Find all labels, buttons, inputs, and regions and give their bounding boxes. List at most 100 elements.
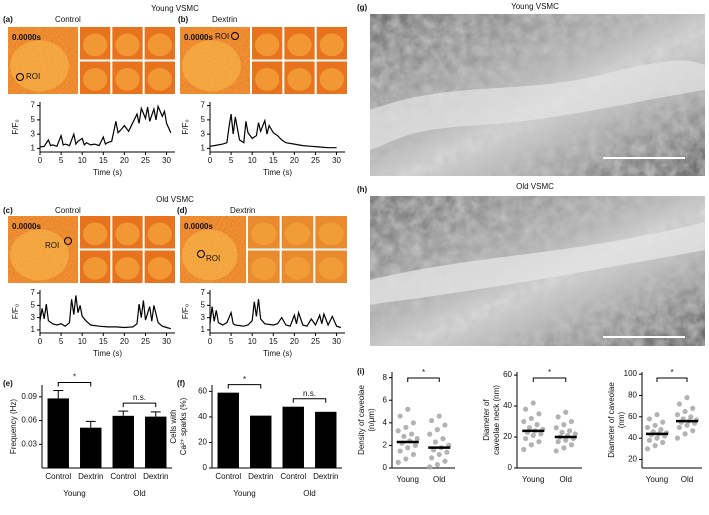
category-label: Young [646, 475, 668, 484]
category-label: Control [45, 472, 71, 481]
y-tick-label: 3 [201, 129, 206, 138]
data-point [555, 439, 561, 445]
frame-cell [147, 33, 172, 57]
y-axis-label: Cells with [169, 409, 178, 443]
frame-cell [319, 68, 344, 91]
category-label: Young [522, 475, 544, 484]
significance-bracket [122, 402, 157, 408]
category-label: Old [433, 475, 445, 484]
significance-bracket [227, 384, 262, 389]
x-tick-label: 15 [269, 337, 278, 346]
y-tick-label: 7 [31, 101, 36, 110]
y-tick-label: 0.06 [21, 416, 37, 425]
y-axis-label: F/F₀ [181, 304, 190, 319]
y-tick-label: 20 [628, 455, 637, 464]
group-label: Old [133, 489, 145, 498]
data-point [538, 431, 544, 437]
significance-label: n.s. [133, 393, 146, 402]
bar [145, 416, 167, 468]
category-label: Old [560, 475, 572, 484]
x-tick-label: 10 [78, 337, 87, 346]
data-point [654, 412, 660, 418]
y-tick-label: 60 [503, 370, 512, 379]
cell-noise [8, 216, 78, 283]
category-label: Young [397, 475, 419, 484]
y-tick-label: 60 [198, 386, 207, 395]
significance-label: * [422, 368, 425, 377]
x-tick-label: 15 [99, 156, 108, 165]
data-point [523, 435, 529, 442]
panel-label: (h) [357, 185, 368, 194]
data-point [572, 431, 578, 437]
y-axis-label: Frequency (Hz) [9, 399, 18, 454]
significance-bracket [57, 382, 92, 387]
frame-cell [318, 222, 344, 246]
significance-bracket [656, 377, 688, 382]
data-point [427, 464, 433, 470]
data-point [436, 451, 442, 458]
y-axis-label: Ca²⁺ sparks (%) [179, 397, 188, 455]
y-tick-label: 100 [624, 369, 638, 378]
condition-label: Control [55, 15, 81, 24]
em-title: Young VSMC [511, 2, 559, 11]
roi-label: ROI [206, 254, 220, 263]
x-tick-label: 15 [269, 156, 278, 165]
frame-cell [255, 33, 280, 57]
data-point [403, 456, 409, 462]
x-tick-label: 10 [248, 337, 257, 346]
x-tick-label: 5 [229, 156, 234, 165]
frame-cell [115, 222, 140, 246]
category-label: Dextrin [248, 472, 273, 481]
data-point [436, 413, 442, 419]
x-tick-label: 5 [59, 156, 64, 165]
frame-cell [115, 68, 140, 91]
panel-label: (e) [3, 379, 13, 388]
y-axis-label: Diameter of [482, 399, 491, 441]
x-tick-label: 30 [332, 156, 341, 165]
data-point [395, 428, 401, 434]
data-point [410, 451, 417, 458]
y-tick-label: 0 [508, 463, 513, 472]
data-point [652, 422, 658, 428]
y-tick-label: 3 [201, 313, 206, 322]
category-label: Dextrin [78, 472, 103, 481]
trace [209, 299, 341, 329]
data-point [555, 414, 561, 420]
data-point [528, 415, 534, 422]
category-label: Dextrin [313, 472, 338, 481]
y-tick-label: 1 [31, 325, 36, 334]
panel-label: (b) [178, 15, 189, 24]
data-point [690, 428, 696, 434]
data-point [534, 422, 540, 428]
x-tick-label: 30 [162, 337, 171, 346]
x-axis-label: Time (s) [93, 168, 122, 177]
data-point [403, 424, 409, 430]
y-tick-label: 1 [201, 325, 206, 334]
data-point [397, 413, 403, 419]
group-heading: Old VSMC [156, 195, 194, 204]
data-point [405, 406, 411, 412]
cell-noise [8, 27, 78, 94]
x-tick-label: 15 [99, 337, 108, 346]
data-point [676, 401, 683, 407]
x-tick-label: 30 [162, 156, 171, 165]
data-point [526, 425, 533, 431]
data-point [553, 425, 559, 431]
x-tick-label: 0 [38, 337, 43, 346]
frame-cell [83, 68, 108, 91]
frame-cell [251, 222, 277, 246]
x-tick-label: 20 [290, 156, 299, 165]
y-tick-label: 40 [503, 401, 512, 410]
data-point [397, 448, 403, 454]
data-point [688, 414, 694, 420]
data-point [440, 436, 446, 442]
frame-cell [287, 68, 312, 91]
data-point [658, 427, 664, 433]
data-point [401, 433, 407, 439]
cell-noise [180, 216, 246, 283]
timestamp: 0.0000s [184, 33, 213, 42]
bar [112, 415, 134, 468]
significance-label: * [548, 368, 551, 377]
data-point [528, 442, 534, 448]
data-point [674, 435, 681, 441]
